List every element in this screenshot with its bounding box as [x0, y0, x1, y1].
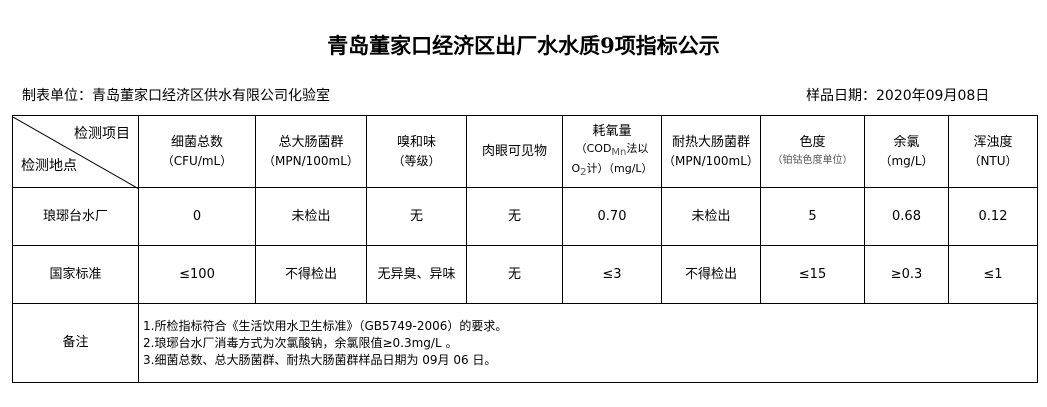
- note-line: 2.琅琊台水厂消毒方式为次氯酸钠，余氯限值≥0.3mg/L 。: [143, 335, 458, 350]
- note-line: 3.细菌总数、总大肠菌群、耐热大肠菌群样品日期为 09月 06 日。: [143, 352, 497, 367]
- cell: 无: [466, 245, 563, 304]
- cell: 无: [466, 187, 563, 246]
- diagonal-line: [13, 116, 139, 189]
- page-title: 青岛董家口经济区出厂水水质9项指标公示: [327, 33, 720, 58]
- corner-top: 检测项目: [74, 125, 130, 142]
- cell: ≤1: [948, 245, 1038, 304]
- col-name: 耐热大肠菌群: [671, 134, 750, 150]
- col-name: 色度: [799, 134, 826, 150]
- col-header: 色度 （铂钴色度单位）: [760, 115, 865, 188]
- col-name: 耗氧量: [592, 124, 632, 140]
- cell: 0.12: [948, 187, 1038, 246]
- header-row: 检测项目 检测地点 细菌总数 （CFU/mL） 总大肠菌群 （MPN/100mL） …: [12, 115, 1038, 189]
- col-name: 嗅和味: [396, 134, 436, 150]
- col-unit: （MPN/100mL）: [263, 153, 359, 168]
- table-row: 国家标准 ≤100 不得检出 无异臭、异味 无 ≤3 不得检出 ≤15 ≥0.3…: [12, 245, 1038, 304]
- col-name: 细菌总数: [170, 134, 223, 150]
- cell: 未检出: [255, 187, 367, 246]
- col-unit: （mg/L）: [879, 153, 934, 168]
- col-header: 耐热大肠菌群 （MPN/100mL）: [661, 115, 761, 188]
- notes-row: 备注 1.所检指标符合《生活饮用水卫生标准》（GB5749-2006）的要求。 …: [12, 303, 1038, 383]
- sample-date: 样品日期：2020年09月08日: [806, 88, 990, 104]
- issuing-unit: 制表单位：青岛董家口经济区供水有限公司化验室: [22, 88, 330, 104]
- col-name: 总大肠菌群: [278, 134, 344, 150]
- col-header: 浑浊度 （NTU）: [948, 115, 1038, 188]
- cell: 不得检出: [255, 245, 367, 304]
- cell: ≤15: [760, 245, 865, 304]
- corner-bottom: 检测地点: [21, 157, 77, 174]
- col-unit: （CODMn法以 O2计）（mg/L）: [571, 142, 653, 178]
- col-header: 耗氧量 （CODMn法以 O2计）（mg/L）: [562, 115, 662, 188]
- notes-content: 1.所检指标符合《生活饮用水卫生标准》（GB5749-2006）的要求。 2.琅…: [138, 303, 1038, 383]
- row-label: 琅琊台水厂: [12, 187, 139, 246]
- col-unit: （CFU/mL）: [161, 153, 233, 168]
- cell: 未检出: [661, 187, 761, 246]
- cell: 0.68: [864, 187, 949, 246]
- cell: 0: [138, 187, 256, 246]
- cell: ≤100: [138, 245, 256, 304]
- cell: 无异臭、异味: [366, 245, 467, 304]
- col-unit: （铂钴色度单位）: [772, 154, 853, 166]
- col-name: 肉眼可见物: [481, 143, 547, 159]
- notes-label: 备注: [12, 303, 139, 383]
- cell: ≤3: [562, 245, 662, 304]
- col-unit: （等级）: [392, 153, 441, 168]
- col-header: 细菌总数 （CFU/mL）: [138, 115, 256, 188]
- cell: 0.70: [562, 187, 662, 246]
- col-header: 肉眼可见物: [466, 115, 563, 188]
- col-unit: （NTU）: [968, 153, 1018, 168]
- col-unit: （MPN/100mL）: [663, 153, 759, 168]
- cell: 无: [366, 187, 467, 246]
- cell: 不得检出: [661, 245, 761, 304]
- cell: ≥0.3: [864, 245, 949, 304]
- col-header: 余氯 （mg/L）: [864, 115, 949, 188]
- cell: 5: [760, 187, 865, 246]
- note-line: 1.所检指标符合《生活饮用水卫生标准》（GB5749-2006）的要求。: [143, 318, 508, 333]
- col-header: 总大肠菌群 （MPN/100mL）: [255, 115, 367, 188]
- col-header: 嗅和味 （等级）: [366, 115, 467, 188]
- row-label: 国家标准: [12, 245, 139, 304]
- col-name: 浑浊度: [973, 134, 1013, 150]
- corner-cell: 检测项目 检测地点: [12, 115, 139, 189]
- water-quality-table: 检测项目 检测地点 细菌总数 （CFU/mL） 总大肠菌群 （MPN/100mL） …: [12, 115, 1038, 383]
- table-row: 琅琊台水厂 0 未检出 无 无 0.70 未检出 5 0.68 0.12: [12, 187, 1038, 246]
- col-name: 余氯: [893, 134, 920, 150]
